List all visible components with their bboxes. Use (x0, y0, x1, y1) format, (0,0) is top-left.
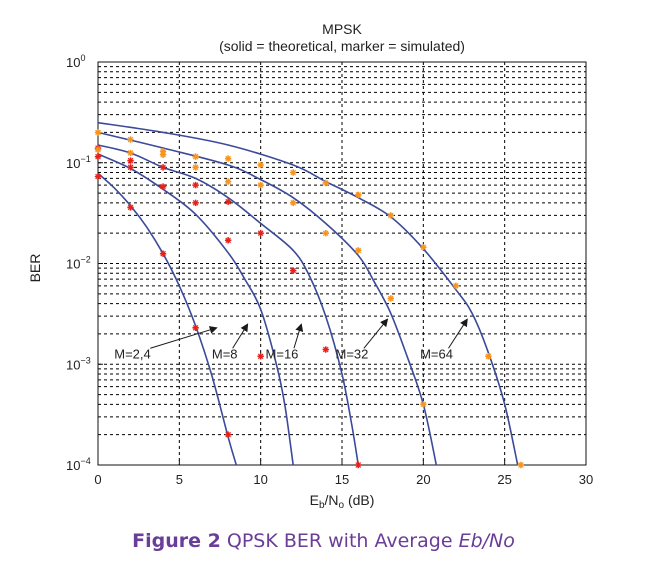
sim-marker (127, 204, 134, 211)
sim-marker (224, 178, 232, 185)
theory-curve-4 (97, 131, 438, 466)
sim-marker (159, 151, 167, 158)
y-tick-label: 10−4 (66, 456, 91, 473)
sim-marker (387, 295, 394, 302)
sim-marker (387, 212, 394, 219)
caption-figure-number: Figure 2 (132, 530, 221, 552)
annotation-arrow-2 (232, 323, 249, 349)
x-tick-label: 25 (497, 472, 511, 487)
sim-marker (290, 267, 297, 274)
sim-marker (290, 169, 297, 176)
x-tick-label: 5 (176, 472, 183, 487)
sim-marker (322, 346, 329, 353)
y-tick-label: 10−2 (66, 255, 91, 272)
sim-marker (224, 237, 232, 244)
figure-caption: Figure 2 QPSK BER with Average Eb/No (0, 530, 647, 552)
sim-marker (420, 401, 427, 408)
sim-marker (322, 229, 329, 237)
sim-marker (420, 244, 427, 251)
sim-marker (224, 198, 232, 205)
x-tick-label: 20 (416, 472, 430, 487)
annotation-arrow-1 (150, 326, 218, 349)
y-tick-label: 10−1 (66, 154, 91, 171)
annotation-arrow-5 (448, 318, 468, 349)
sim-marker (257, 161, 264, 169)
chart-title: MPSK (322, 21, 362, 37)
x-tick-label: 0 (94, 472, 101, 487)
sim-marker (94, 146, 102, 153)
sim-marker (159, 183, 167, 190)
annotation-arrow-4 (363, 318, 389, 349)
annotation-arrow-3 (293, 323, 304, 349)
annotations: M=2,4 M=8 M=16 M=32 M=64 (114, 318, 468, 361)
x-tick-label: 15 (335, 472, 349, 487)
y-tick-label: 10−3 (66, 355, 91, 372)
caption-text: QPSK BER with Average (220, 530, 459, 552)
y-axis: 100 10−1 10−2 10−3 10−4 (66, 53, 103, 473)
grid (98, 62, 586, 465)
sim-marker (452, 282, 460, 290)
caption-italic: Eb/No (458, 530, 515, 552)
sim-marker (517, 461, 525, 469)
sim-marker (355, 247, 362, 254)
x-axis-label: Eb/No (dB) (310, 492, 375, 511)
theory-curve-1 (97, 172, 238, 466)
sim-marker (257, 353, 264, 360)
sim-marker (127, 164, 134, 171)
series-label-4: M=32 (335, 346, 368, 361)
y-axis-label: BER (27, 254, 43, 283)
sim-marker (192, 324, 199, 332)
sim-marker (290, 199, 297, 207)
x-tick-label: 30 (579, 472, 593, 487)
sim-marker (355, 461, 362, 469)
sim-marker (224, 431, 232, 438)
sim-marker (127, 149, 134, 157)
sim-marker (192, 199, 199, 207)
sim-marker (94, 173, 102, 180)
chart-subtitle: (solid = theoretical, marker = simulated… (219, 38, 465, 54)
series-label-2: M=8 (212, 346, 238, 361)
sim-marker (355, 191, 362, 199)
sim-marker (485, 353, 492, 360)
series-label-5: M=64 (420, 346, 453, 361)
series-label-3: M=16 (266, 346, 299, 361)
ber-chart: MPSK (solid = theoretical, marker = simu… (27, 21, 593, 511)
theory-curve-2 (97, 153, 294, 466)
sim-marker (127, 136, 134, 143)
series-label-1: M=2,4 (114, 346, 150, 361)
x-axis: 0 5 10 15 20 25 30 (94, 460, 593, 487)
theory-curve-3 (97, 144, 360, 466)
sim-marker (127, 157, 134, 164)
sim-marker (192, 181, 199, 189)
x-tick-label: 10 (253, 472, 267, 487)
sim-marker (94, 129, 102, 136)
y-tick-label: 100 (66, 53, 85, 70)
sim-marker (322, 179, 329, 187)
sim-marker (159, 164, 167, 171)
sim-marker (257, 229, 264, 237)
sim-markers (94, 129, 525, 469)
sim-marker (94, 153, 102, 160)
sim-marker (192, 164, 199, 171)
sim-marker (257, 181, 264, 189)
sim-marker (159, 250, 167, 257)
sim-marker (224, 155, 232, 162)
sim-marker (192, 153, 199, 160)
